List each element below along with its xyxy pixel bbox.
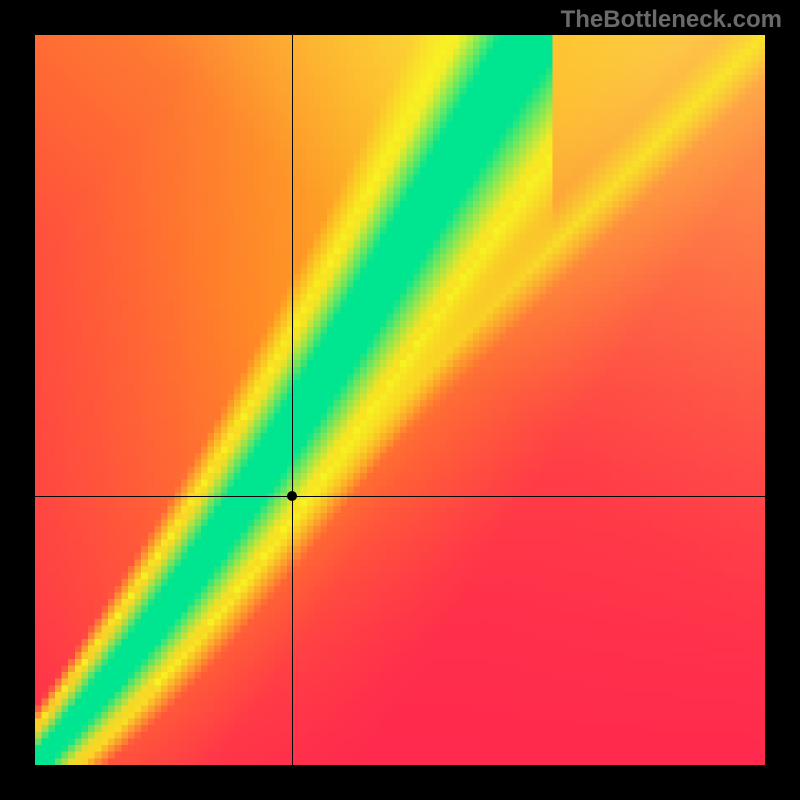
crosshair-marker <box>287 491 297 501</box>
crosshair-horizontal <box>35 496 765 497</box>
heatmap-canvas <box>35 35 765 765</box>
crosshair-vertical <box>292 35 293 765</box>
heatmap-plot <box>35 35 765 765</box>
watermark-text: TheBottleneck.com <box>561 6 782 34</box>
